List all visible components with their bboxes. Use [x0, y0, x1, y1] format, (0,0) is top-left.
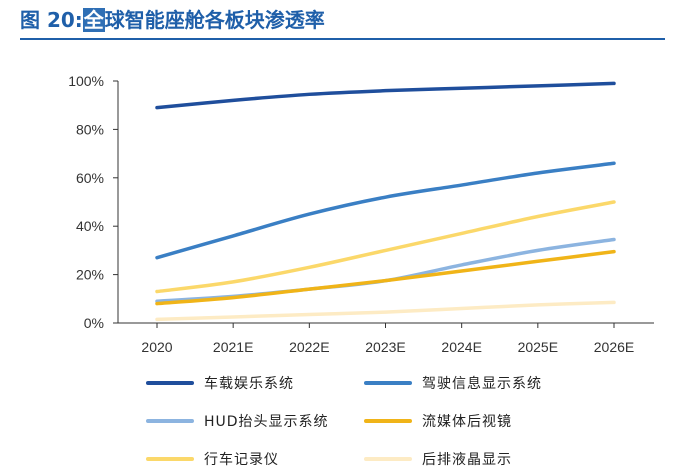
legend-label: 行车记录仪: [204, 452, 279, 468]
legend-item: 驾驶信息显示系统: [364, 373, 542, 393]
series-line: [155, 200, 616, 294]
legend-item: 行车记录仪: [146, 449, 279, 469]
x-tick-label: 2022E: [289, 339, 329, 355]
series-line: [155, 161, 616, 260]
series-line: [155, 249, 616, 306]
series-line: [155, 300, 616, 322]
legend-label: 驾驶信息显示系统: [422, 376, 542, 392]
y-tick-label: 80%: [76, 121, 104, 137]
legend-item: 后排液晶显示: [364, 449, 512, 469]
y-tick-label: 60%: [76, 170, 104, 186]
legend-label: 后排液晶显示: [422, 452, 512, 468]
legend-swatch: [364, 457, 412, 461]
x-tick-label: 2025E: [518, 339, 558, 355]
title-highlight: 全: [82, 8, 105, 32]
y-tick-label: 20%: [76, 267, 104, 283]
figure-number: 图 20:: [20, 8, 83, 32]
legend-label: 流媒体后视镜: [422, 414, 512, 430]
legend-label: 车载娱乐系统: [204, 376, 294, 392]
legend-item: 车载娱乐系统: [146, 373, 294, 393]
y-tick-label: 100%: [68, 73, 104, 89]
legend-label: HUD抬头显示系统: [204, 414, 329, 430]
x-tick-label: 2023E: [365, 339, 405, 355]
legend-swatch: [146, 381, 194, 385]
legend-item: HUD抬头显示系统: [146, 411, 329, 431]
legend-swatch: [146, 457, 194, 461]
line-chart: 0% 20% 40% 60% 80% 100% 2020 2021E 2022E 2023E 202…: [68, 73, 654, 355]
legend-swatch: [364, 381, 412, 385]
legend-swatch: [146, 419, 194, 423]
title-rule: [20, 38, 665, 40]
series-line: [155, 81, 616, 110]
legend-item: 流媒体后视镜: [364, 411, 512, 431]
y-tick-label: 0%: [84, 315, 104, 331]
legend-swatch: [364, 419, 412, 423]
figure-title: 图 20:全球智能座舱各板块渗透率: [20, 4, 325, 33]
x-tick-label: 2021E: [213, 339, 253, 355]
x-tick-label: 2026E: [594, 339, 634, 355]
title-text: 球智能座舱各板块渗透率: [104, 8, 325, 32]
x-tick-label: 2024E: [441, 339, 481, 355]
x-tick-label: 2020: [141, 339, 172, 355]
y-tick-label: 40%: [76, 218, 104, 234]
